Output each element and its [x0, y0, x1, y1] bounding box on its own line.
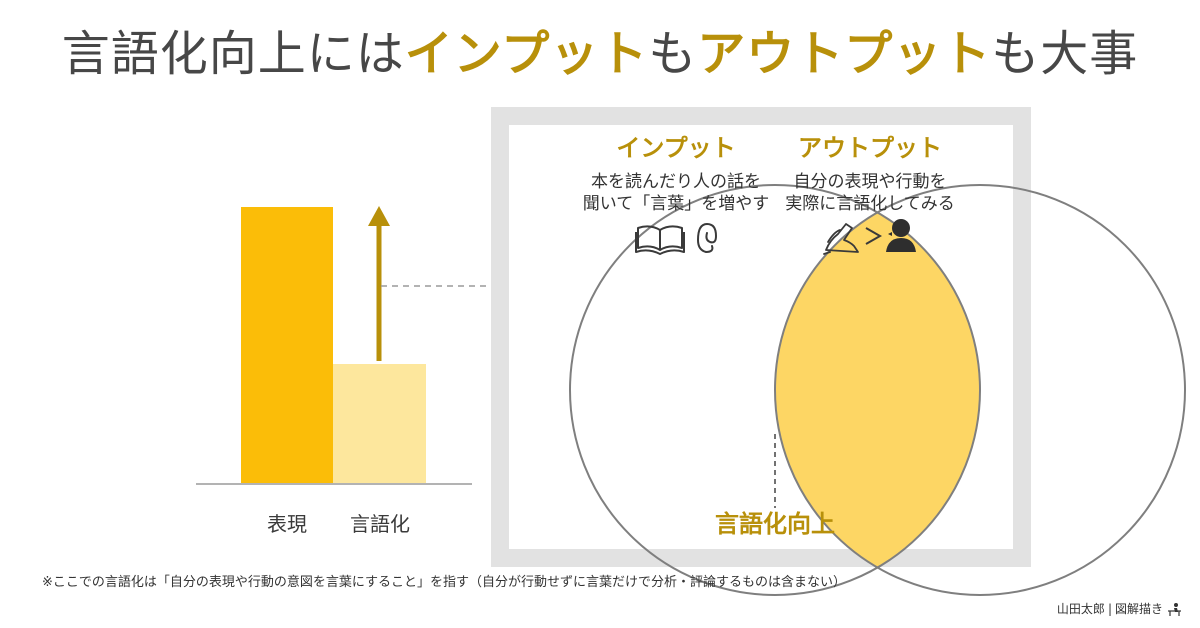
credit: 山田太郎 | 図解描き: [1057, 600, 1182, 617]
book-icon: [635, 225, 685, 255]
venn-overlap-fill: [775, 185, 980, 595]
venn-circle-output: [774, 184, 1186, 596]
credit-site: 図解描き: [1114, 602, 1163, 616]
title-middle: も: [648, 26, 698, 82]
venn-panel: インプット 本を読んだり人の話を 聞いて「言葉」を増やす アウトプット 自分の表…: [491, 107, 1186, 596]
title-suffix: も大事: [991, 26, 1139, 82]
bar-verbalization: [333, 364, 426, 483]
input-heading: インプット: [616, 134, 735, 162]
input-desc-line1: 本を読んだり人の話を: [591, 172, 761, 192]
bar-label-expression: 表現: [267, 512, 307, 536]
bar-label-verbalization: 言語化: [350, 512, 410, 536]
title-prefix: 言語化向上には: [61, 26, 405, 82]
credit-author: 山田太郎: [1056, 602, 1105, 616]
title-output-word: アウトプット: [697, 26, 992, 82]
page-title: 言語化向上にはインプットもアウトプットも大事: [0, 22, 1200, 86]
output-desc-line1: 自分の表現や行動を: [794, 172, 947, 192]
overlap-label: 言語化向上: [715, 510, 835, 538]
credit-separator: |: [1107, 601, 1112, 616]
output-heading: アウトプット: [798, 134, 942, 162]
desk-figure-icon: [1168, 602, 1181, 616]
ear-icon: [696, 222, 718, 254]
output-desc-line2: 実際に言語化してみる: [785, 194, 955, 214]
bar-chart: 表現 言語化: [196, 206, 492, 536]
footnote: ※ここでの言語化は「自分の表現や行動の意図を言葉にすること」を指す（自分が行動せ…: [42, 575, 847, 590]
bar-expression: [241, 207, 333, 483]
title-input-word: インプット: [404, 26, 649, 82]
arrow-up-icon: [368, 206, 390, 226]
writing-hand-icon: [823, 223, 859, 255]
input-desc-line2: 聞いて「言葉」を増やす: [583, 194, 770, 214]
venn-circle-input: [569, 184, 981, 596]
speaking-head-icon: [865, 219, 916, 252]
